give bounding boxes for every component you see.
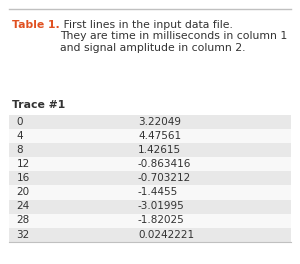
FancyBboxPatch shape <box>9 200 291 214</box>
Text: First lines in the input data file.
They are time in milliseconds in column 1
an: First lines in the input data file. They… <box>60 20 287 53</box>
Text: 12: 12 <box>16 159 30 169</box>
Text: 0: 0 <box>16 116 23 126</box>
Text: 8: 8 <box>16 145 23 155</box>
FancyBboxPatch shape <box>9 157 291 171</box>
Text: 3.22049: 3.22049 <box>138 116 181 126</box>
Text: Trace #1: Trace #1 <box>12 100 65 110</box>
FancyBboxPatch shape <box>9 186 291 200</box>
Text: 24: 24 <box>16 201 30 211</box>
FancyBboxPatch shape <box>9 143 291 157</box>
Text: 28: 28 <box>16 215 30 225</box>
Text: -3.01995: -3.01995 <box>138 201 185 211</box>
Text: -1.4455: -1.4455 <box>138 187 178 197</box>
Text: 0.0242221: 0.0242221 <box>138 229 194 239</box>
Text: 1.42615: 1.42615 <box>138 145 181 155</box>
Text: 32: 32 <box>16 229 30 239</box>
FancyBboxPatch shape <box>9 171 291 185</box>
Text: 4.47561: 4.47561 <box>138 131 181 141</box>
Text: 20: 20 <box>16 187 30 197</box>
Text: -1.82025: -1.82025 <box>138 215 185 225</box>
Text: -0.703212: -0.703212 <box>138 173 191 183</box>
FancyBboxPatch shape <box>9 115 291 129</box>
Text: 16: 16 <box>16 173 30 183</box>
FancyBboxPatch shape <box>9 214 291 228</box>
Text: -0.863416: -0.863416 <box>138 159 191 169</box>
Text: 4: 4 <box>16 131 23 141</box>
Text: Table 1.: Table 1. <box>12 20 60 30</box>
FancyBboxPatch shape <box>9 129 291 143</box>
FancyBboxPatch shape <box>9 228 291 242</box>
